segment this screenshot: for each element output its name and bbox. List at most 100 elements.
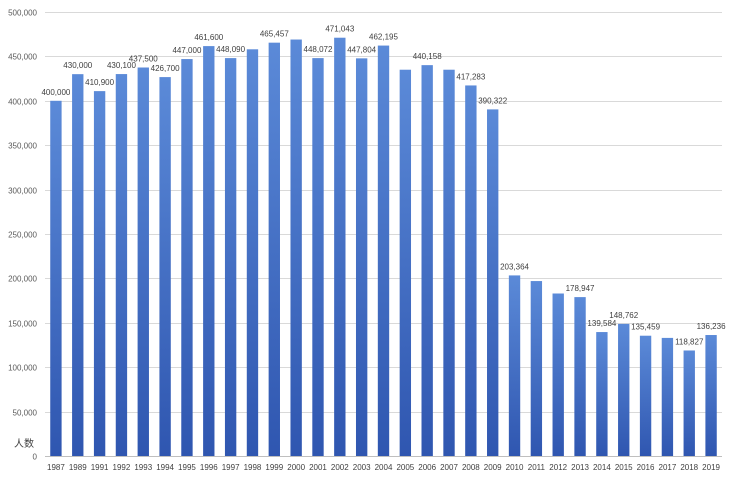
x-tick-label: 1993 — [134, 463, 152, 472]
data-label: 448,072 — [304, 45, 333, 54]
x-axis-tick-labels: 1987 1989 1991 1992 1993 1994 1995 1996 1997 1998… — [47, 463, 721, 472]
data-label: 178,947 — [566, 284, 595, 293]
data-label: 461,600 — [194, 33, 223, 42]
data-label: 139,584 — [587, 319, 616, 328]
bar — [683, 350, 695, 456]
x-tick-label: 2000 — [287, 463, 305, 472]
x-tick-label: 2008 — [462, 463, 480, 472]
x-tick-label: 2005 — [396, 463, 414, 472]
x-tick-label: 2011 — [528, 463, 546, 472]
x-tick-label: 2012 — [549, 463, 567, 472]
bar — [443, 69, 455, 456]
bar — [574, 297, 586, 456]
y-tick-label: 300,000 — [8, 187, 37, 196]
y-axis-tick-labels: 0 50,000 100,000 150,000 200,000 250,000 300,0… — [8, 9, 37, 462]
x-tick-label: 1994 — [156, 463, 174, 472]
data-label: 410,900 — [85, 78, 114, 87]
data-label: 203,364 — [500, 262, 529, 271]
bar — [705, 335, 717, 456]
x-tick-label: 1997 — [222, 463, 240, 472]
bars — [50, 37, 717, 457]
bar — [421, 65, 433, 456]
y-tick-label: 400,000 — [8, 98, 37, 107]
bar — [268, 42, 280, 457]
bar — [508, 275, 521, 456]
x-tick-label: 2017 — [659, 463, 677, 472]
data-label: 471,043 — [325, 25, 354, 34]
y-axis-label: 人数 — [14, 437, 34, 450]
bar — [377, 45, 390, 456]
bar — [115, 74, 128, 456]
bar — [50, 100, 62, 457]
bar — [661, 337, 674, 456]
data-label: 136,236 — [697, 322, 726, 331]
y-tick-label: 350,000 — [8, 142, 37, 151]
bar — [596, 332, 608, 456]
bar — [246, 49, 259, 457]
bar — [465, 85, 477, 456]
x-tick-label: 1995 — [178, 463, 196, 472]
data-label: 426,700 — [151, 64, 180, 73]
y-tick-label: 0 — [33, 453, 38, 462]
y-tick-label: 150,000 — [8, 320, 37, 329]
bar — [530, 281, 543, 456]
x-tick-label: 2003 — [353, 463, 371, 472]
x-tick-label: 1987 — [47, 463, 65, 472]
data-label: 135,459 — [631, 323, 660, 332]
x-tick-label: 2004 — [375, 463, 393, 472]
data-label: 437,500 — [129, 55, 158, 64]
x-tick-label: 1998 — [244, 463, 262, 472]
bar — [203, 46, 215, 456]
data-label: 448,090 — [216, 45, 245, 54]
data-label: 430,100 — [107, 61, 136, 70]
y-tick-label: 100,000 — [8, 364, 37, 373]
y-tick-label: 450,000 — [8, 53, 37, 62]
data-label: 400,000 — [41, 88, 70, 97]
x-tick-label: 2010 — [506, 463, 524, 472]
bar — [618, 323, 630, 456]
bar — [355, 58, 368, 456]
bar — [137, 67, 149, 456]
x-tick-label: 2006 — [418, 463, 436, 472]
bar — [181, 59, 193, 457]
data-label: 430,000 — [63, 61, 92, 70]
x-tick-label: 2002 — [331, 463, 349, 472]
data-label: 148,762 — [609, 311, 638, 320]
bar — [290, 39, 302, 456]
x-tick-label: 1996 — [200, 463, 218, 472]
bar — [399, 69, 412, 456]
y-tick-label: 250,000 — [8, 231, 37, 240]
x-tick-label: 2015 — [615, 463, 633, 472]
data-label: 462,195 — [369, 33, 398, 42]
x-tick-label: 2013 — [571, 463, 589, 472]
data-labels: 400,000 430,000 410,900 430,100437,500426,7… — [41, 25, 726, 347]
bar — [72, 74, 84, 456]
x-tick-label: 2016 — [637, 463, 655, 472]
x-tick-label: 1992 — [113, 463, 131, 472]
data-label: 465,457 — [260, 30, 289, 39]
bar — [334, 37, 346, 457]
x-tick-label: 1999 — [265, 463, 283, 472]
x-tick-label: 2001 — [309, 463, 327, 472]
y-tick-label: 500,000 — [8, 9, 37, 18]
bar — [224, 58, 237, 456]
x-tick-label: 1989 — [69, 463, 87, 472]
y-tick-label: 50,000 — [13, 409, 38, 418]
y-tick-label: 200,000 — [8, 275, 37, 284]
bar — [159, 77, 171, 456]
x-tick-label: 2019 — [702, 463, 720, 472]
bar — [93, 91, 106, 457]
data-label: 440,158 — [413, 52, 442, 61]
bar — [639, 335, 652, 456]
x-tick-label: 2009 — [484, 463, 502, 472]
bar — [487, 109, 499, 456]
bar — [552, 293, 564, 456]
x-tick-label: 2018 — [680, 463, 698, 472]
data-label: 447,804 — [347, 45, 376, 54]
data-label: 118,827 — [675, 337, 704, 346]
x-tick-label: 1991 — [91, 463, 109, 472]
bar — [312, 58, 324, 457]
x-tick-label: 2007 — [440, 463, 458, 472]
